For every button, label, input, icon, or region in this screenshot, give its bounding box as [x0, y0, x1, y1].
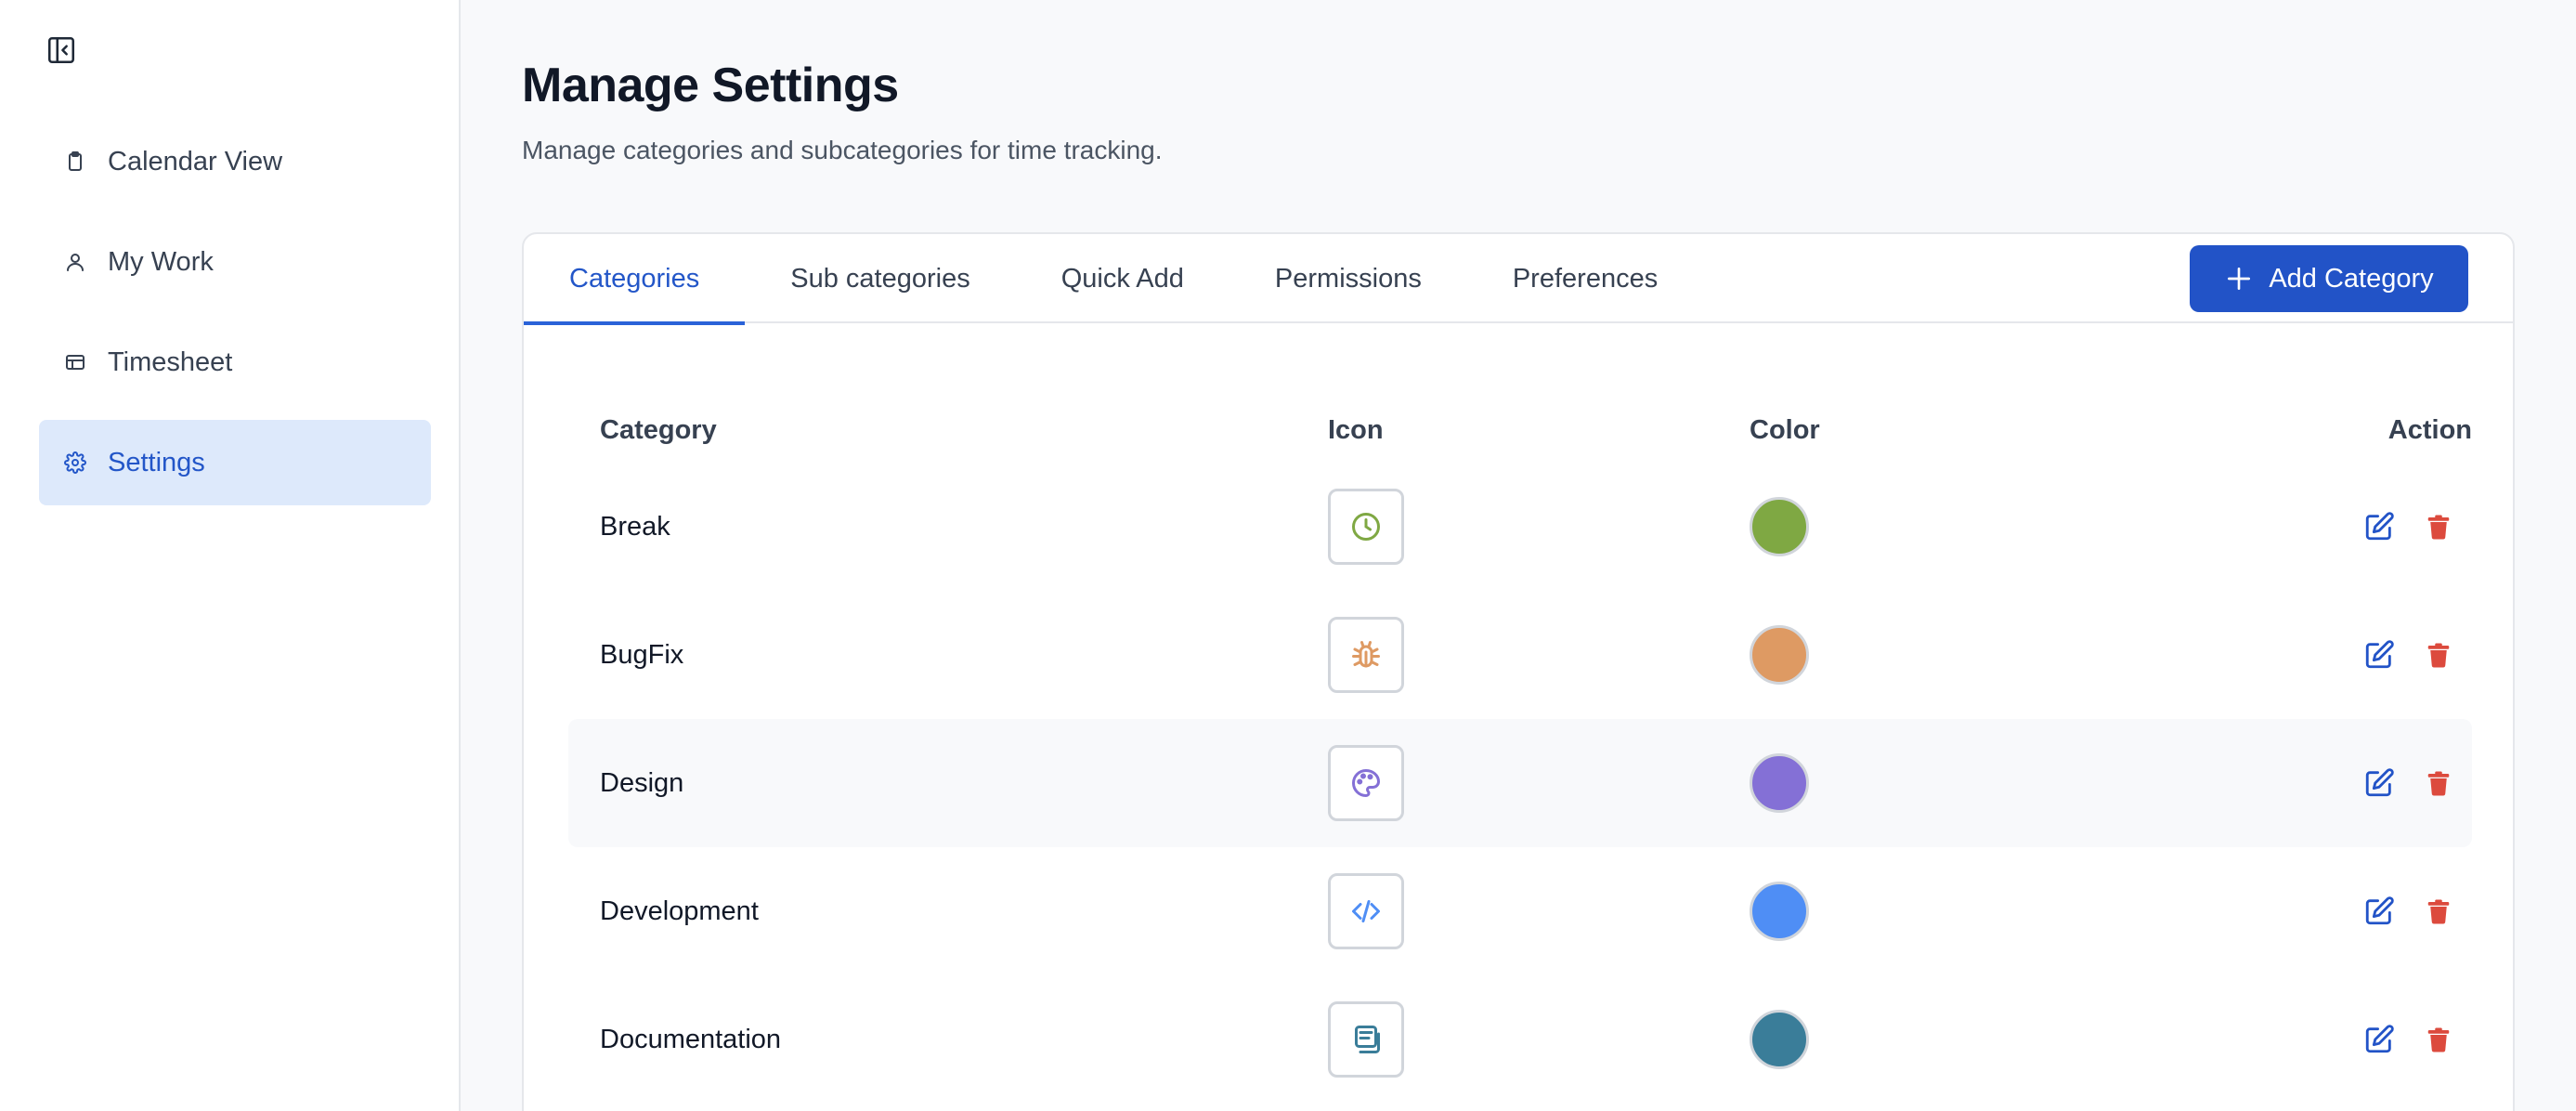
edit-icon[interactable]: [2362, 638, 2396, 672]
edit-icon[interactable]: [2362, 510, 2396, 543]
category-name: Documentation: [600, 1024, 782, 1054]
table-row: BugFix: [568, 591, 2472, 719]
sidebar-collapse-icon[interactable]: [43, 32, 80, 69]
header-icon: Icon: [1328, 414, 1384, 445]
category-name: Development: [600, 895, 759, 926]
bug-icon: [1328, 617, 1404, 693]
sidebar-item-label: Settings: [108, 447, 205, 477]
delete-icon[interactable]: [2422, 638, 2455, 672]
header-color: Color: [1750, 414, 1820, 445]
table-row: Design: [568, 719, 2472, 847]
delete-icon[interactable]: [2422, 1023, 2455, 1056]
palette-icon: [1328, 745, 1404, 821]
document-icon: [1328, 1001, 1404, 1078]
header-action: Action: [2387, 414, 2472, 445]
categories-table: Category Icon Color Action Break: [568, 398, 2472, 1104]
page-subtitle: Manage categories and subcategories for …: [522, 136, 1163, 164]
delete-icon[interactable]: [2422, 766, 2455, 800]
color-swatch: [1750, 1010, 1809, 1069]
table-row: Break: [568, 463, 2472, 591]
category-name: BugFix: [600, 639, 684, 670]
tab-quick-add[interactable]: Quick Add: [1060, 263, 1184, 294]
header-category: Category: [600, 414, 717, 445]
delete-icon[interactable]: [2422, 895, 2455, 928]
sidebar-item-timesheet[interactable]: Timesheet: [39, 320, 431, 405]
table-icon: [61, 348, 89, 376]
clock-icon: [1328, 489, 1404, 565]
code-icon: [1328, 873, 1404, 949]
edit-icon[interactable]: [2362, 895, 2396, 928]
sidebar-nav: Calendar View My Work: [39, 119, 431, 520]
category-name: Design: [600, 767, 684, 798]
edit-icon[interactable]: [2362, 766, 2396, 800]
add-category-label: Add Category: [2269, 263, 2434, 294]
tab-preferences[interactable]: Preferences: [1512, 263, 1659, 294]
sidebar-item-label: My Work: [108, 246, 214, 277]
sidebar-item-my-work[interactable]: My Work: [39, 219, 431, 305]
tab-sub-categories[interactable]: Sub categories: [790, 263, 970, 294]
delete-icon[interactable]: [2422, 510, 2455, 543]
edit-icon[interactable]: [2362, 1023, 2396, 1056]
table-row: Development: [568, 847, 2472, 975]
settings-card: Categories Sub categories Quick Add Perm…: [522, 232, 2515, 1111]
color-swatch: [1750, 625, 1809, 685]
sidebar-item-calendar-view[interactable]: Calendar View: [39, 119, 431, 204]
tab-permissions[interactable]: Permissions: [1274, 263, 1422, 294]
table-row: Documentation: [568, 975, 2472, 1104]
sidebar-item-settings[interactable]: Settings: [39, 420, 431, 505]
clipboard-icon: [61, 148, 89, 176]
page-title: Manage Settings: [522, 59, 899, 112]
add-category-button[interactable]: Add Category: [2190, 245, 2468, 312]
color-swatch: [1750, 882, 1809, 941]
plus-icon: [2224, 264, 2254, 294]
color-swatch: [1750, 753, 1809, 813]
color-swatch: [1750, 497, 1809, 556]
main-content: Manage Settings Manage categories and su…: [461, 0, 2576, 1111]
settings-tabs: Categories Sub categories Quick Add Perm…: [524, 234, 2513, 325]
table-header: Category Icon Color Action: [568, 398, 2472, 463]
tab-categories[interactable]: Categories: [524, 234, 746, 325]
sidebar-item-label: Timesheet: [108, 346, 233, 377]
category-name: Break: [600, 511, 670, 542]
gear-icon: [61, 449, 89, 477]
sidebar-item-label: Calendar View: [108, 146, 283, 176]
sidebar: Calendar View My Work: [0, 0, 461, 1111]
user-icon: [61, 248, 89, 276]
